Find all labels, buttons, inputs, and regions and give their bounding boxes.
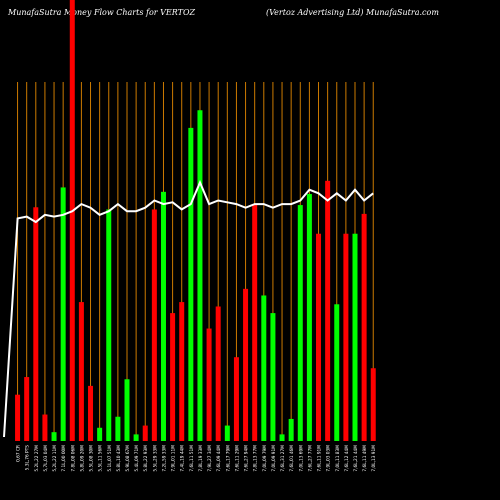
money-flow-bar [24, 377, 30, 441]
x-tick-label: 5,7L,03 04M [43, 445, 49, 472]
x-tick-label: 5.5L,08 30M [89, 445, 95, 472]
x-tick-label: 5,2L,22 11M [52, 445, 58, 472]
money-flow-bar [233, 357, 239, 441]
x-tick-label: 5.8L,22 93M [143, 445, 149, 472]
x-tick-label: 7.8L,08 06M [70, 445, 76, 472]
x-tick-label: 7,8L,13 77M [253, 445, 259, 472]
x-tick-label: 7,0L,13 69M [298, 445, 304, 472]
x-tick-label: 7,6L,11 51M [189, 445, 195, 472]
money-flow-bar [51, 432, 57, 441]
x-tick-label: 7,6L,27 94M [244, 445, 250, 472]
money-flow-bar [124, 379, 130, 441]
money-flow-bar [15, 394, 21, 441]
x-tick-label: 7,0L,11 83M [335, 445, 341, 472]
x-tick-label: 5.8L,10 43M [116, 445, 122, 472]
x-tick-label: 7,6L,09 44M [216, 445, 222, 472]
money-flow-bar [33, 207, 39, 441]
money-flow-bar [370, 368, 376, 441]
x-tick-label: 5.2L,22 27M [34, 445, 40, 472]
money-flow-bar [206, 328, 212, 441]
money-flow-bar [316, 233, 322, 441]
x-tick-label: 7,6L,21 44M [353, 445, 359, 472]
x-tick-label: 7,6L,17 79M [225, 445, 231, 472]
x-tick-label: 5.4L,09 71M [134, 445, 140, 472]
x-tick-label: 7,6L,27 77M [307, 445, 313, 472]
x-tick-label: 7,6L,11 49M [362, 445, 368, 472]
x-tick-label: 7,6L,01 46M [289, 445, 295, 472]
x-tick-label: 7,4L,19 44M [180, 445, 186, 472]
money-flow-bar [115, 416, 121, 441]
money-flow-bar [270, 313, 276, 441]
money-flow-bar [69, 0, 75, 441]
money-flow-bar [133, 434, 139, 441]
money-flow-bar [179, 302, 185, 441]
chart-subtitle: (Vertoz Advertising Ltd) MunafaSutra.com [266, 8, 439, 17]
x-tick-label: 7,6L,11 29M [234, 445, 240, 472]
money-flow-bar [42, 414, 48, 441]
money-flow-bar [106, 209, 112, 441]
money-flow-bar [334, 304, 340, 441]
money-flow-bar [288, 418, 294, 441]
x-tick-label: 7,8L,19 33M [198, 445, 204, 472]
chart-title: MunafaSutra Money Flow Charts for VERTOZ [8, 8, 196, 17]
x-tick-label: 7,9L,27 34M [207, 445, 213, 472]
x-tick-label: 5.1L,07 51M [107, 445, 113, 472]
money-flow-bar [343, 233, 349, 441]
money-flow-bar [197, 110, 203, 441]
money-flow-bar [160, 191, 166, 441]
x-tick-label: 7,0L,13 91M [371, 445, 377, 472]
x-tick-label: 7,9L,01 11M [171, 445, 177, 472]
money-flow-bar [243, 288, 249, 441]
money-flow-bar [279, 434, 285, 441]
x-tick-label: 5.3L,76 PTS [25, 445, 31, 471]
money-flow-bar [151, 209, 157, 441]
money-flow-bar [252, 205, 258, 441]
money-flow-bar [60, 187, 66, 441]
money-flow-bar [261, 295, 267, 441]
x-tick-label: 0,67 CR [16, 445, 22, 462]
money-flow-bar [297, 205, 303, 441]
money-flow-bar [88, 385, 94, 441]
money-flow-line [3, 179, 374, 438]
x-tick-label: 7,0L,09 91M [271, 445, 277, 472]
money-flow-bar [170, 313, 176, 441]
money-flow-bar [224, 425, 230, 441]
money-flow-bar [78, 302, 84, 441]
money-flow-bar [352, 233, 358, 441]
x-tick-label: 7,6L,11 91M [317, 445, 323, 472]
money-flow-bar [188, 127, 194, 441]
money-flow-bar [142, 425, 148, 441]
money-flow-bar [306, 194, 312, 441]
x-tick-label: 7,0L,09 79M [262, 445, 268, 472]
money-flow-bar [215, 306, 221, 441]
x-tick-label: 5,8L,09 20M [79, 445, 85, 472]
x-tick-label: 7,6L,12 44M [344, 445, 350, 472]
money-flow-bar [325, 180, 331, 441]
x-tick-label: 5.9L,08 67M [125, 445, 131, 472]
x-tick-label: 5.5L,29 33M [152, 445, 158, 472]
x-tick-label: 7.1L,00 00M [61, 445, 67, 472]
money-flow-bar [361, 213, 367, 441]
x-tick-label: 7,9L,03 03M [326, 445, 332, 472]
x-tick-label: 7,2L,59 33M [161, 445, 167, 472]
money-flow-bar [97, 427, 103, 441]
x-tick-label: 7,6L,31 27M [280, 445, 286, 472]
x-tick-label: 5,5L,11 56M [98, 445, 104, 472]
